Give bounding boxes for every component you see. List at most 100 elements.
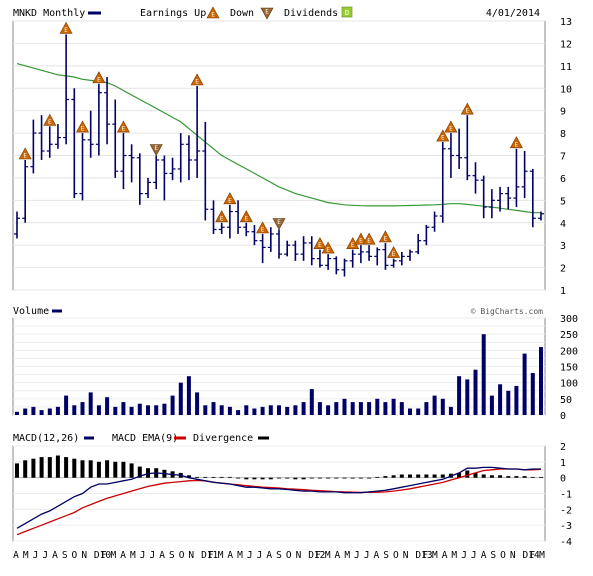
x-tick-label: A (13, 550, 19, 561)
x-tick-label: F (208, 550, 214, 561)
price-bar (505, 186, 512, 210)
divergence-bar (146, 468, 150, 478)
price-bar (169, 157, 176, 181)
macd-label: MACD(12,26) (13, 433, 79, 444)
volume-bar (121, 402, 126, 415)
earnings-marker-glyph: E (384, 235, 388, 242)
x-tick-label: M (218, 550, 224, 561)
volume-bar (408, 408, 412, 415)
x-tick-label: M (237, 550, 243, 561)
divergence-bar (481, 474, 486, 478)
price-bar (398, 251, 405, 266)
divergence-bar (203, 476, 208, 478)
x-tick-label: J (461, 550, 467, 561)
volume-bar (268, 405, 273, 415)
price-bar (366, 245, 373, 261)
volume-bar (146, 405, 150, 415)
divergence-bar (15, 463, 19, 478)
x-tick-label: M (451, 550, 457, 561)
x-tick-label: D11 (201, 550, 218, 561)
divergence-bar (80, 460, 85, 478)
volume-bar (211, 402, 216, 415)
price-bar (218, 222, 225, 234)
volume-bar (154, 405, 159, 415)
earnings-marker-glyph: E (359, 238, 363, 245)
volume-bar (178, 382, 183, 415)
volume-tick-label: 0 (560, 411, 566, 422)
price-bar (202, 121, 209, 221)
volume-bar (285, 406, 290, 415)
volume-bar (465, 379, 470, 415)
earnings-up-marker: E (75, 120, 90, 133)
divergence-bar (326, 477, 331, 479)
earnings-marker-glyph: E (64, 27, 68, 34)
price-tick-label: 1 (560, 286, 566, 297)
price-bar (497, 186, 504, 212)
earnings-up-marker: E (362, 232, 376, 245)
volume-bar (252, 408, 257, 415)
divergence-bar (113, 461, 118, 478)
price-bar (431, 211, 438, 232)
x-tick-label: O (286, 550, 292, 561)
volume-label: Volume (13, 306, 49, 317)
price-bar (316, 249, 323, 268)
divergence-bar (530, 476, 535, 478)
price-bar (259, 233, 266, 264)
earnings-marker-glyph: E (97, 76, 101, 83)
earnings-up-marker: E (387, 245, 401, 258)
volume-bar (424, 402, 429, 415)
divergence-bar (367, 477, 372, 479)
price-bar (243, 222, 250, 237)
x-tick-label: N (510, 550, 516, 561)
volume-bar (391, 398, 396, 415)
x-tick-label: J (364, 550, 370, 561)
price-bar (210, 200, 217, 234)
divergence-bar (105, 460, 110, 478)
volume-bar (489, 395, 494, 415)
x-tick-label: N (188, 550, 194, 561)
price-bar (177, 133, 184, 183)
earnings-up-marker: E (378, 230, 392, 242)
earnings-up-marker: E (18, 147, 32, 160)
x-tick-label: D13 (415, 550, 432, 561)
earnings-marker-glyph: E (367, 238, 371, 245)
divergence-bar (55, 455, 60, 478)
divergence-bar (47, 457, 52, 478)
price-bar (235, 200, 242, 234)
price-bar (349, 249, 356, 268)
x-tick-label: M (432, 550, 438, 561)
volume-bar (530, 373, 535, 415)
earnings-down-marker: E (149, 144, 163, 157)
price-tick-label: 9 (560, 107, 566, 118)
divergence-bar (39, 457, 44, 478)
earnings-up-marker: E (116, 120, 130, 133)
volume-bar (473, 369, 478, 415)
earnings-up-marker: E (190, 73, 204, 86)
volume-bar (506, 390, 511, 416)
x-tick-label: A (481, 550, 487, 561)
divergence-bar (227, 476, 232, 478)
divergence-bar (31, 458, 36, 478)
price-tick-label: 7 (560, 152, 566, 163)
earnings-up-marker: E (313, 237, 327, 249)
earnings-up-marker: E (256, 221, 270, 234)
earnings-up-marker: E (460, 102, 474, 115)
volume-bar (440, 398, 445, 415)
macd-tick-label: -4 (560, 537, 572, 548)
x-tick-label: M (111, 550, 117, 561)
price-tick-label: 6 (560, 174, 566, 185)
price-bar (357, 245, 364, 264)
volume-bar (227, 406, 232, 415)
volume-bar (498, 384, 503, 415)
earnings-up-marker: E (321, 241, 335, 254)
volume-bar (326, 405, 331, 415)
divergence-bar (301, 477, 306, 480)
divergence-bar (252, 477, 257, 480)
price-bar (447, 133, 454, 178)
earnings-marker-glyph: E (326, 247, 330, 254)
x-tick-label: M (325, 550, 331, 561)
divergence-bar (350, 477, 355, 479)
volume-bar (350, 402, 355, 415)
earnings-marker-glyph: E (449, 126, 453, 133)
price-bar (22, 159, 29, 223)
